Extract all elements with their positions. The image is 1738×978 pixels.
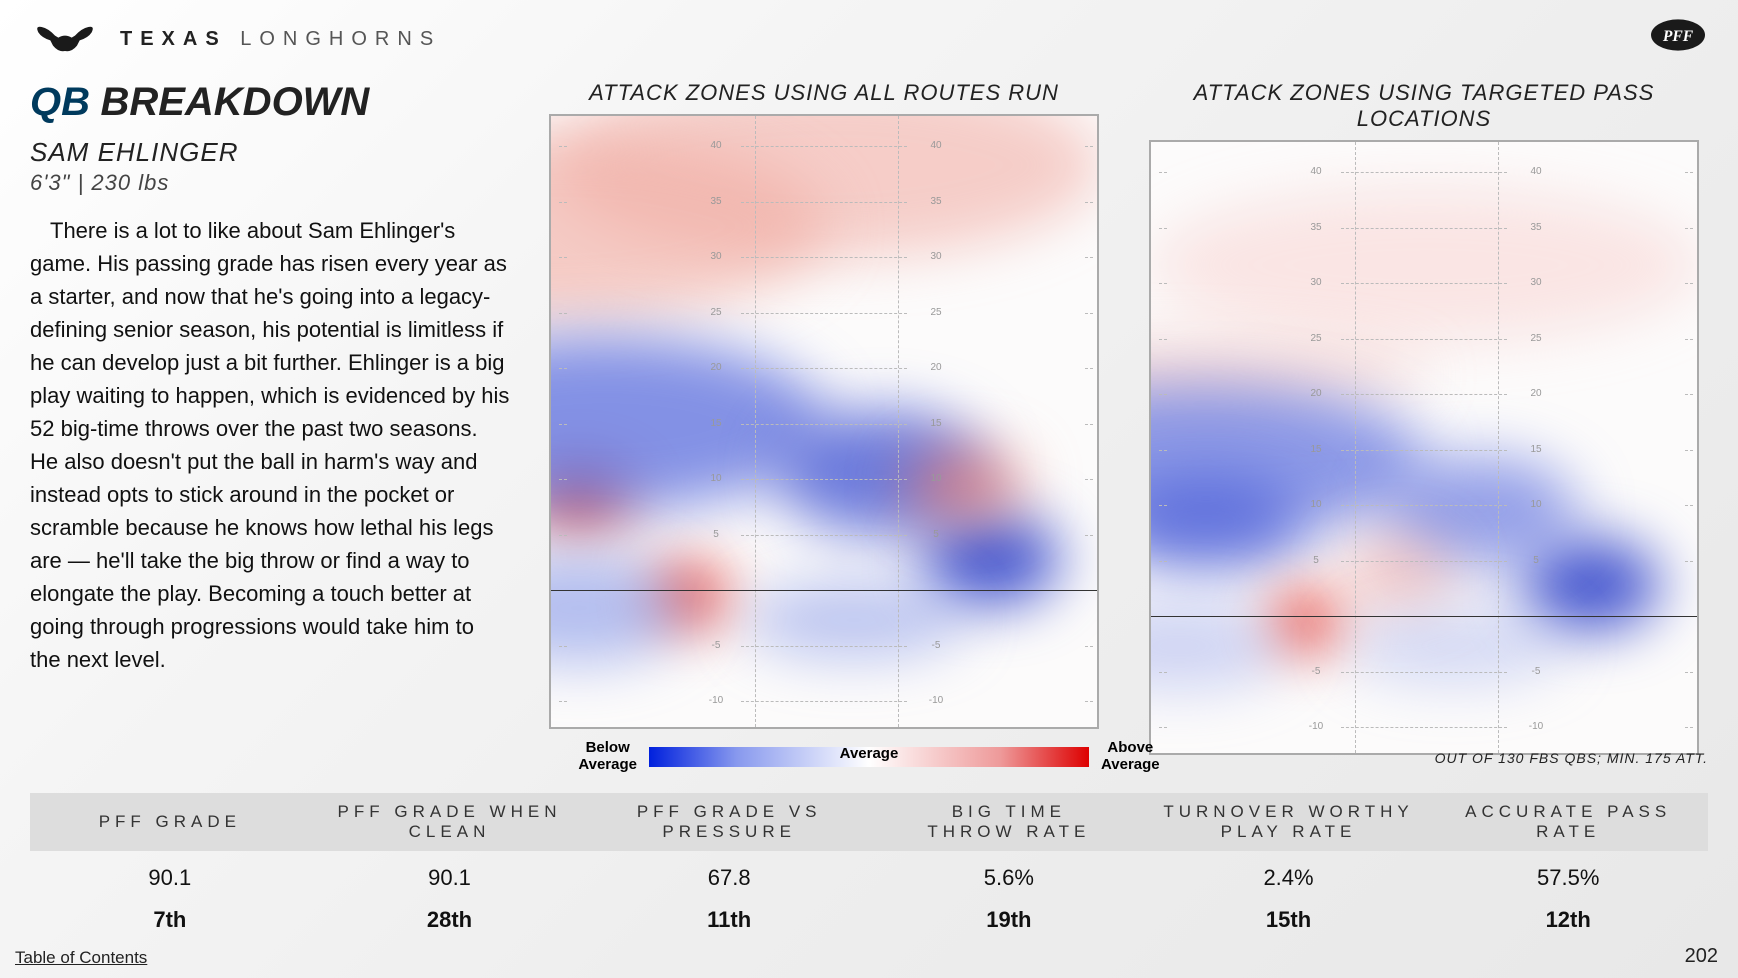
chart-left-title: ATTACK ZONES USING ALL ROUTES RUN — [549, 80, 1099, 106]
stat-header: PFF GRADE — [99, 812, 241, 832]
stat-column: PFF GRADE VS PRESSURE 67.8 11th — [589, 793, 869, 933]
stat-header-row: PFF GRADE VS PRESSURE — [589, 793, 869, 851]
stats-table: PFF GRADE90.17thPFF GRADE WHEN CLEAN90.1… — [0, 793, 1738, 933]
page-number: 202 — [1685, 945, 1718, 968]
stat-value: 67.8 — [589, 865, 869, 891]
team-logo-icon — [30, 19, 100, 59]
stat-rank: 28th — [310, 907, 590, 933]
heatmap-left: 404035353030252520201515101055-5-5-10-10 — [549, 114, 1099, 729]
stat-value: 5.6% — [869, 865, 1149, 891]
page-header: TEXAS LONGHORNS PFF — [0, 0, 1738, 60]
chart-right-title: ATTACK ZONES USING TARGETED PASS LOCATIO… — [1149, 80, 1699, 132]
stat-rank: 19th — [869, 907, 1149, 933]
main-content: QB BREAKDOWN SAM EHLINGER 6'3" | 230 lbs… — [0, 60, 1738, 755]
stat-rank: 11th — [589, 907, 869, 933]
team-name-light: LONGHORNS — [240, 28, 441, 50]
stat-header: ACCURATE PASS RATE — [1428, 802, 1708, 842]
stat-header: TURNOVER WORTHY PLAY RATE — [1163, 802, 1413, 842]
page-title: QB BREAKDOWN — [30, 80, 510, 125]
body-text: There is a lot to like about Sam Ehlinge… — [30, 214, 510, 676]
legend-average: Average — [840, 745, 899, 762]
legend-below: Below Average — [578, 740, 637, 773]
player-name: SAM EHLINGER — [30, 137, 510, 168]
chart-right-block: ATTACK ZONES USING TARGETED PASS LOCATIO… — [1149, 80, 1699, 755]
stat-header-row: BIG TIME THROW RATE — [869, 793, 1149, 851]
stat-header-row: PFF GRADE — [30, 793, 310, 851]
stat-rank: 12th — [1428, 907, 1708, 933]
legend-gradient: Average — [649, 747, 1089, 767]
stat-column: ACCURATE PASS RATE 57.5% 12th — [1428, 793, 1708, 933]
stat-header-row: ACCURATE PASS RATE — [1428, 793, 1708, 851]
heatmap-right: 404035353030252520201515101055-5-5-10-10 — [1149, 140, 1699, 755]
stat-value: 2.4% — [1149, 865, 1429, 891]
stat-column: PFF GRADE WHEN CLEAN 90.1 28th — [310, 793, 590, 933]
stat-column: BIG TIME THROW RATE 5.6% 19th — [869, 793, 1149, 933]
title-prefix: QB — [30, 80, 90, 124]
title-main: BREAKDOWN — [100, 80, 369, 124]
stat-rank: 7th — [30, 907, 310, 933]
stat-value: 90.1 — [30, 865, 310, 891]
stat-header-row: TURNOVER WORTHY PLAY RATE — [1149, 793, 1429, 851]
stat-header: PFF GRADE WHEN CLEAN — [310, 802, 590, 842]
pff-logo-icon: PFF — [1648, 15, 1708, 55]
disclaimer-text: OUT OF 130 FBS QBS; MIN. 175 ATT. — [1435, 750, 1708, 766]
left-column: QB BREAKDOWN SAM EHLINGER 6'3" | 230 lbs… — [30, 80, 510, 755]
stat-header-row: PFF GRADE WHEN CLEAN — [310, 793, 590, 851]
stat-column: TURNOVER WORTHY PLAY RATE 2.4% 15th — [1149, 793, 1429, 933]
legend-above: Above Average — [1101, 740, 1160, 773]
stat-rank: 15th — [1149, 907, 1429, 933]
player-bio: 6'3" | 230 lbs — [30, 170, 510, 196]
legend-container: Below Average Average Above Average OUT … — [0, 730, 1738, 773]
svg-text:PFF: PFF — [1663, 28, 1694, 45]
chart-left-block: ATTACK ZONES USING ALL ROUTES RUN 404035… — [549, 80, 1099, 755]
team-name-bold: TEXAS — [120, 28, 227, 50]
stat-header: PFF GRADE VS PRESSURE — [589, 802, 869, 842]
team-name: TEXAS LONGHORNS — [120, 28, 441, 51]
stat-header: BIG TIME THROW RATE — [927, 802, 1090, 842]
stat-value: 57.5% — [1428, 865, 1708, 891]
stat-column: PFF GRADE 90.1 7th — [30, 793, 310, 933]
stat-value: 90.1 — [310, 865, 590, 891]
toc-link[interactable]: Table of Contents — [15, 948, 147, 968]
charts-column: ATTACK ZONES USING ALL ROUTES RUN 404035… — [540, 80, 1708, 755]
